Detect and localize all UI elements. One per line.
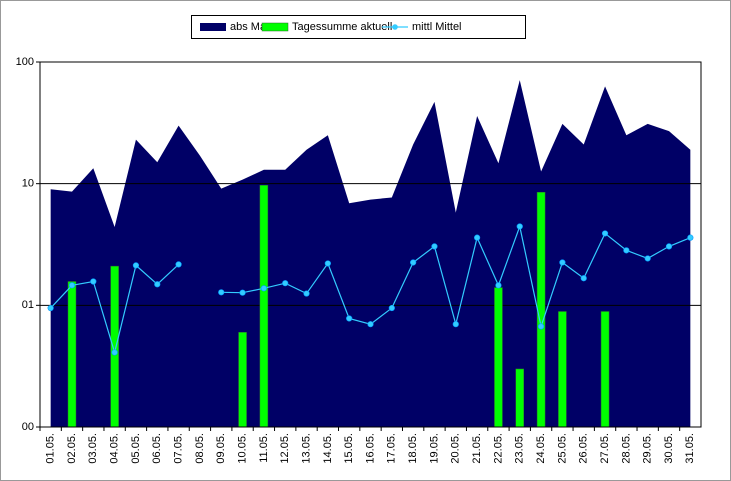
line-marker (431, 243, 438, 250)
x-tick-label: 09.05. (215, 433, 227, 464)
line-marker (47, 304, 54, 312)
y-tick-label: 00 (22, 421, 34, 433)
x-tick-label: 28.05. (620, 433, 632, 464)
area (50, 80, 691, 428)
x-tick-label: 08.05. (194, 433, 206, 464)
line-marker (111, 349, 118, 356)
legend-box (191, 15, 526, 39)
line-marker (260, 285, 267, 292)
bar (494, 287, 503, 428)
bar (259, 185, 269, 428)
x-tick-label: 26.05. (578, 433, 590, 464)
line-marker (90, 278, 97, 285)
x-tick-label: 18.05. (407, 433, 419, 464)
line-marker (644, 255, 651, 262)
line-marker (687, 234, 694, 241)
line-marker (537, 323, 545, 330)
line-marker (218, 289, 225, 296)
legend-label: abs Max (230, 21, 272, 33)
legend-swatch (200, 23, 226, 31)
line-marker (68, 282, 76, 289)
line-marker (388, 304, 395, 312)
x-tick-label: 03.05. (87, 433, 99, 464)
x-tick-label: 02.05. (66, 433, 78, 464)
y-tick-label: 10 (22, 178, 34, 190)
line-marker (623, 247, 630, 254)
line-marker (367, 321, 374, 328)
x-tick-label: 05.05. (130, 433, 142, 464)
line-marker (495, 282, 502, 289)
x-tick-label: 23.05. (514, 433, 526, 464)
x-tick-label: 19.05. (428, 433, 440, 464)
line-marker (346, 315, 353, 322)
legend-marker (392, 24, 398, 30)
x-tick-label: 30.05. (663, 433, 675, 464)
bar (600, 311, 610, 428)
x-tick-label: 13.05. (300, 433, 312, 464)
line-marker (601, 230, 609, 237)
line-marker (282, 280, 289, 287)
x-tick-label: 14.05. (322, 433, 334, 464)
line-marker (559, 259, 566, 266)
x-tick-label: 11.05. (258, 433, 270, 463)
line-marker (154, 281, 161, 288)
x-tick-label: 07.05. (173, 433, 185, 464)
legend-label: Tagessumme aktuell (292, 21, 392, 33)
legend-label: mittl Mittel (412, 21, 462, 33)
line-marker (175, 261, 182, 268)
line-marker (410, 259, 417, 266)
bar (238, 332, 247, 428)
line-marker (239, 289, 246, 296)
x-tick-label: 21.05. (471, 433, 483, 464)
x-tick-label: 20.05. (450, 433, 462, 464)
x-tick-label: 16.05. (364, 433, 376, 464)
y-tick-label: 01 (22, 299, 34, 311)
x-tick-label: 10.05. (236, 433, 248, 464)
line-marker (452, 321, 459, 328)
y-tick-label: 100 (16, 56, 34, 68)
x-tick-label: 31.05. (684, 433, 696, 464)
x-tick-label: 15.05. (343, 433, 355, 464)
x-tick-label: 01.05. (45, 433, 57, 464)
bar (536, 192, 546, 428)
x-tick-label: 04.05. (109, 433, 121, 464)
x-tick-label: 06.05. (151, 433, 163, 464)
bar (110, 265, 119, 428)
x-tick-label: 22.05. (492, 433, 504, 464)
legend-swatch (261, 22, 289, 32)
plot-border (39, 61, 702, 428)
x-tick-label: 12.05. (279, 433, 291, 464)
x-tick-label: 29.05. (642, 433, 654, 464)
line-marker (516, 223, 523, 230)
x-tick-label: 25.05. (556, 433, 568, 464)
line-marker (303, 290, 310, 297)
x-tick-label: 17.05. (386, 433, 398, 464)
bar (558, 311, 567, 428)
x-tick-label: 24.05. (535, 433, 547, 464)
x-tick-label: 27.05. (599, 433, 611, 464)
bar (67, 281, 77, 428)
line-marker (474, 234, 481, 241)
line-marker (665, 243, 673, 250)
line-marker (132, 262, 140, 269)
line-marker (324, 260, 331, 267)
line-marker (580, 275, 587, 282)
bar (515, 368, 525, 428)
